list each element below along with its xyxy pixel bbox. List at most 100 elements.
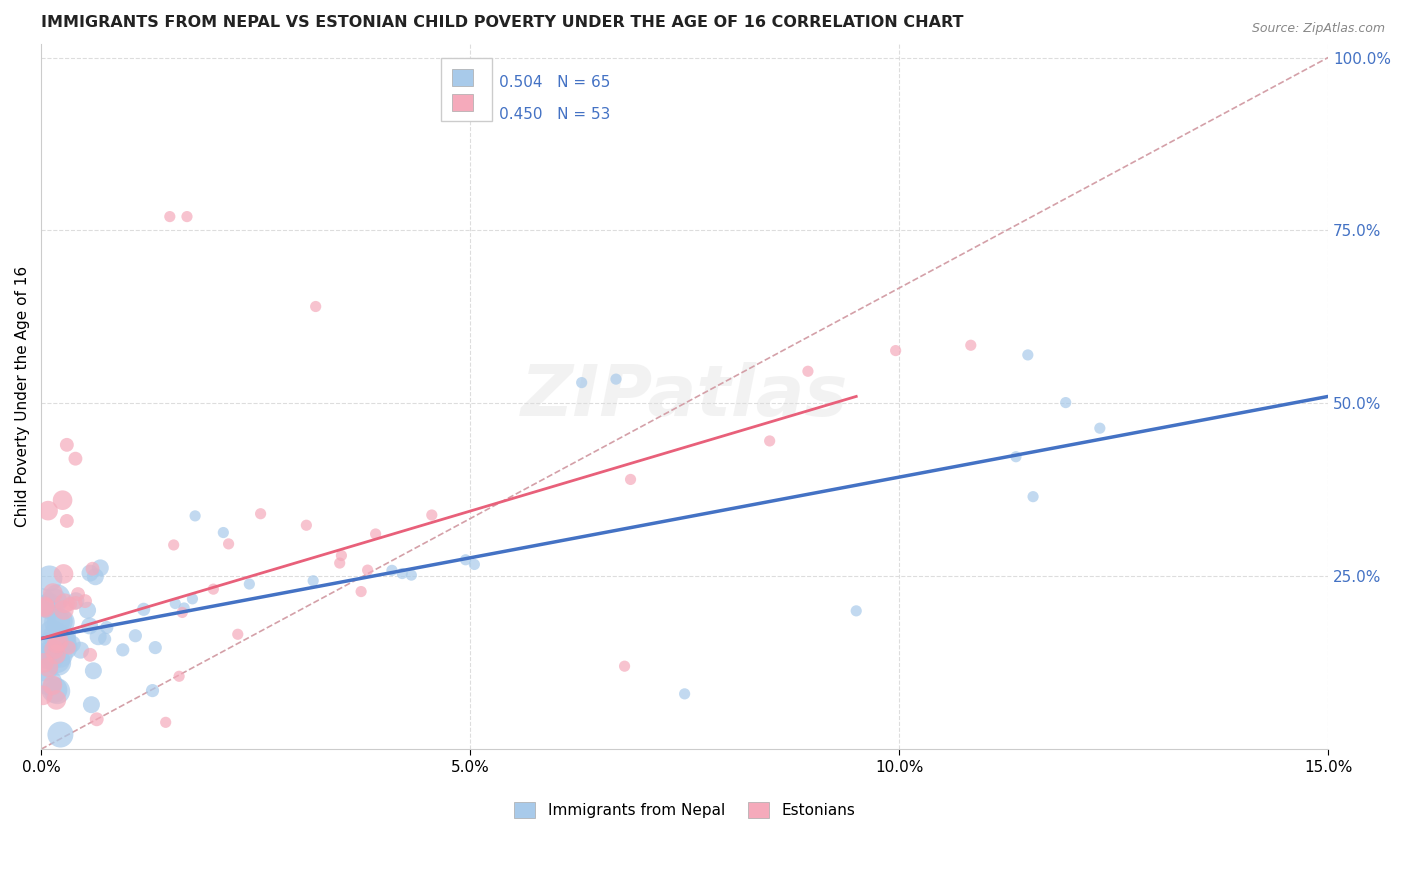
Point [52, 603, 75, 617]
Point [82, 562, 104, 576]
Point [49, 648, 72, 662]
Point [226, 627, 249, 641]
Point [46, 591, 69, 605]
Point [58, 640, 80, 655]
Point [42, 586, 65, 600]
Point [238, 577, 260, 591]
Point [34, 600, 56, 615]
Text: IMMIGRANTS FROM NEPAL VS ESTONIAN CHILD POVERTY UNDER THE AGE OF 16 CORRELATION : IMMIGRANTS FROM NEPAL VS ESTONIAN CHILD … [41, 15, 963, 30]
Point [52, 566, 75, 581]
Point [1088, 421, 1111, 435]
Point [173, 601, 195, 615]
Point [79, 648, 101, 662]
Point [305, 300, 328, 314]
Point [884, 343, 907, 358]
Point [51, 615, 73, 629]
Point [46, 656, 69, 670]
Point [249, 507, 271, 521]
Point [32, 617, 55, 632]
Point [111, 643, 134, 657]
Text: Source: ZipAtlas.com: Source: ZipAtlas.com [1251, 22, 1385, 36]
Point [65, 451, 87, 466]
Point [35, 648, 58, 663]
Point [391, 566, 413, 581]
Point [44, 682, 66, 697]
Point [1017, 348, 1039, 362]
Point [45, 628, 67, 642]
Point [52, 634, 75, 648]
Point [46, 684, 69, 698]
Point [1054, 395, 1077, 409]
Point [212, 525, 235, 540]
Point [176, 210, 198, 224]
Point [184, 508, 207, 523]
Y-axis label: Child Poverty Under the Age of 16: Child Poverty Under the Age of 16 [15, 266, 30, 527]
Point [38, 639, 60, 653]
Legend: Immigrants from Nepal, Estonians: Immigrants from Nepal, Estonians [508, 796, 862, 824]
Point [295, 518, 318, 533]
Point [53, 640, 76, 655]
Point [53, 596, 76, 610]
Point [364, 527, 387, 541]
Point [69, 643, 91, 657]
Point [845, 604, 868, 618]
Point [959, 338, 981, 352]
Point [73, 594, 96, 608]
Point [76, 603, 98, 617]
Point [48, 634, 70, 648]
Point [56, 629, 79, 643]
Point [46, 615, 69, 629]
Point [51, 493, 73, 508]
Point [605, 372, 627, 386]
Point [45, 693, 67, 707]
Point [42, 642, 65, 657]
Point [49, 727, 72, 741]
Point [218, 537, 240, 551]
Point [79, 619, 101, 633]
Point [41, 678, 63, 692]
Point [37, 503, 59, 517]
Point [84, 570, 107, 584]
Text: R = 0.450   N = 53: R = 0.450 N = 53 [465, 107, 610, 121]
Point [141, 683, 163, 698]
Point [82, 664, 104, 678]
Point [401, 568, 423, 582]
Point [56, 514, 79, 528]
Point [302, 574, 325, 588]
Point [619, 472, 641, 486]
Point [613, 659, 636, 673]
Point [39, 646, 62, 660]
Point [65, 596, 87, 610]
Point [31, 594, 53, 608]
Point [454, 553, 477, 567]
Point [32, 656, 55, 670]
Point [38, 599, 60, 613]
Text: ZIPatlas: ZIPatlas [522, 362, 848, 431]
Point [37, 660, 59, 674]
Point [463, 558, 485, 572]
Point [38, 571, 60, 585]
Point [143, 640, 166, 655]
Point [330, 549, 353, 563]
Point [165, 597, 187, 611]
Point [31, 689, 53, 703]
Point [758, 434, 780, 448]
Point [155, 715, 177, 730]
Point [356, 563, 378, 577]
Point [1022, 490, 1045, 504]
Point [350, 584, 373, 599]
Point [34, 662, 56, 676]
Point [80, 698, 103, 712]
Point [79, 566, 101, 581]
Point [1005, 450, 1028, 464]
Point [45, 648, 67, 662]
Point [420, 508, 443, 522]
Point [67, 587, 90, 601]
Point [41, 626, 63, 640]
Point [132, 602, 155, 616]
Point [181, 591, 204, 606]
Point [46, 653, 69, 667]
Text: R = 0.504   N = 65: R = 0.504 N = 65 [465, 75, 610, 90]
Point [673, 687, 696, 701]
Point [39, 649, 62, 664]
